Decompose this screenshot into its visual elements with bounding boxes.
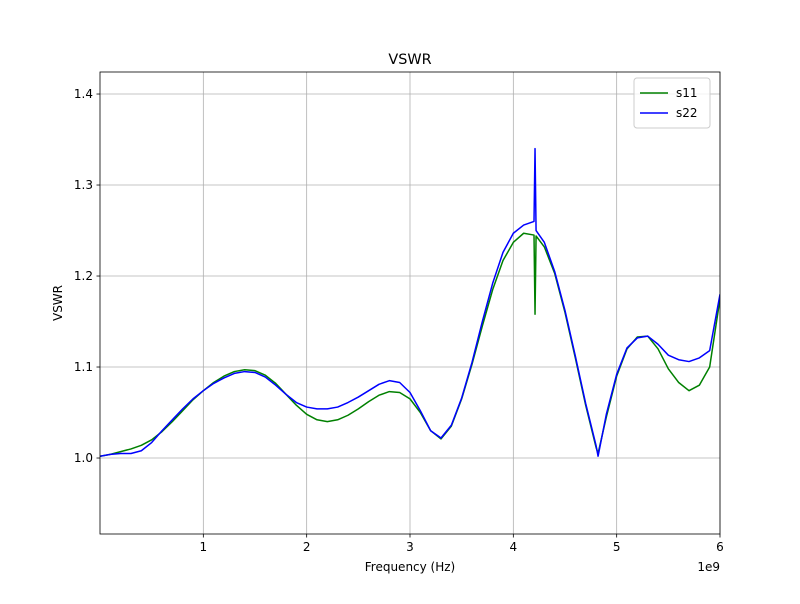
y-axis-label: VSWR (51, 285, 65, 321)
chart-title: VSWR (388, 52, 431, 68)
legend-label: s22 (676, 106, 698, 120)
x-offset-label: 1e9 (697, 560, 720, 574)
legend-box (633, 77, 711, 129)
x-tick-label: 1 (200, 540, 208, 554)
x-axis-label: Frequency (Hz) (365, 560, 456, 574)
x-tick-label: 6 (716, 540, 724, 554)
y-tick-label: 1.4 (74, 87, 93, 101)
x-tick-label: 2 (303, 540, 311, 554)
legend-label: s11 (676, 86, 698, 100)
y-tick-label: 1.0 (74, 451, 93, 465)
plot-area (100, 147, 720, 457)
axes-frame (99, 71, 721, 535)
y-tick-label: 1.2 (74, 269, 93, 283)
x-tick-label: 3 (406, 540, 414, 554)
series-line (100, 147, 720, 457)
y-tick-label: 1.3 (74, 178, 93, 192)
x-tick-label: 4 (510, 540, 518, 554)
x-tick-label: 5 (613, 540, 621, 554)
y-tick-label: 1.1 (74, 360, 93, 374)
